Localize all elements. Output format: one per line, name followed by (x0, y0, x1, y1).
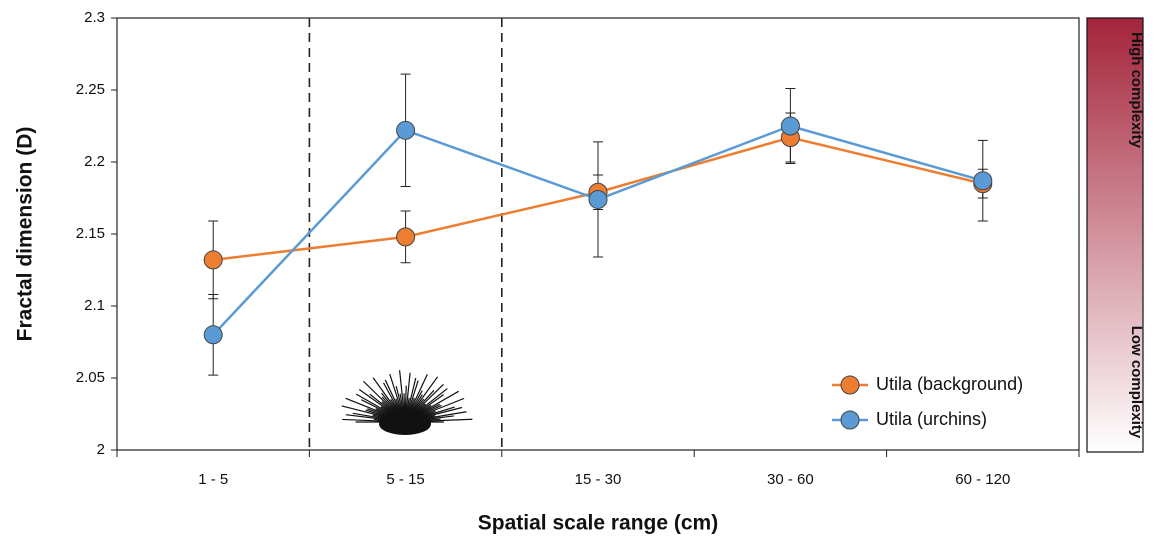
x-tick-label: 1 - 5 (198, 471, 228, 488)
colorbar-label: High complexity (1128, 32, 1145, 149)
x-tick-label: 15 - 30 (575, 471, 622, 488)
marker (973, 171, 993, 191)
marker (203, 325, 223, 345)
y-tick-label: 2.25 (76, 81, 105, 98)
marker (203, 250, 223, 270)
legend-label: Utila (background) (876, 374, 1023, 394)
colorbar (1086, 17, 1144, 453)
urchin-icon (341, 370, 473, 435)
x-tick-label: 5 - 15 (386, 471, 424, 488)
y-tick-label: 2.2 (84, 153, 105, 170)
y-tick-label: 2 (97, 441, 105, 458)
legend-label: Utila (urchins) (876, 409, 987, 429)
y-tick-label: 2.05 (76, 369, 105, 386)
urchin-body (379, 413, 431, 435)
marker (396, 227, 416, 247)
marker (396, 120, 416, 140)
y-tick-label: 2.1 (84, 297, 105, 314)
y-axis-title: Fractal dimension (D) (14, 127, 37, 342)
x-axis-title: Spatial scale range (cm) (478, 512, 718, 535)
legend-marker (840, 375, 860, 395)
marker (588, 189, 608, 209)
x-tick-label: 60 - 120 (955, 471, 1010, 488)
y-tick-label: 2.3 (84, 9, 105, 26)
colorbar-label: Low complexity (1128, 326, 1145, 439)
x-tick-label: 30 - 60 (767, 471, 814, 488)
marker (780, 116, 800, 136)
legend-marker (840, 410, 860, 430)
y-tick-label: 2.15 (76, 225, 105, 242)
